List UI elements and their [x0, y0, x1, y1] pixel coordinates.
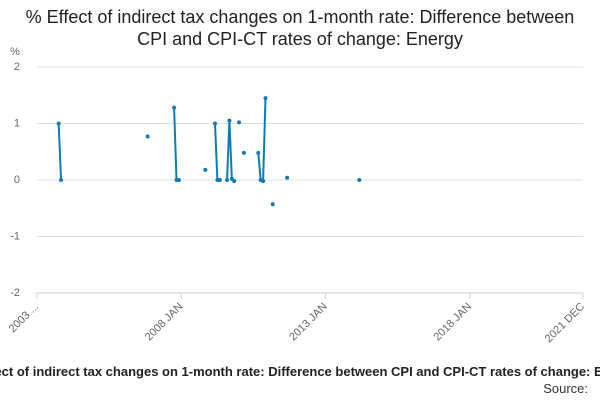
x-tick-label: 2013 JAN	[287, 301, 330, 344]
y-tick-label: 2	[14, 61, 20, 73]
data-point	[261, 179, 266, 184]
series-line	[213, 123, 220, 181]
data-point	[225, 178, 230, 182]
x-tick-label: 2021 DEC	[543, 301, 587, 345]
data-point	[145, 134, 150, 139]
y-tick-label: -1	[10, 230, 20, 242]
data-point	[237, 120, 242, 125]
footer-title: % Effect of indirect tax changes on 1-mo…	[0, 364, 600, 379]
data-point	[232, 179, 237, 184]
data-point	[172, 105, 177, 110]
data-point	[217, 178, 222, 182]
data-point	[56, 121, 61, 126]
data-point	[256, 150, 261, 155]
y-axis-label: %	[10, 46, 20, 58]
series-line	[57, 123, 63, 181]
data-point	[357, 178, 362, 182]
data-point	[241, 150, 246, 155]
footer-title-text: % Effect of indirect tax changes on 1-mo…	[0, 364, 600, 379]
data-point	[270, 202, 275, 207]
source: Source:	[543, 381, 588, 396]
y-tick-label: 1	[14, 117, 20, 129]
chart-title: % Effect of indirect tax changes on 1-mo…	[25, 7, 575, 49]
x-tick-label: 2018 JAN	[431, 301, 474, 344]
data-point	[212, 121, 217, 126]
data-point	[59, 178, 64, 182]
series-line	[257, 98, 267, 183]
x-tick-label: 2003 ...	[7, 301, 41, 335]
series-line	[226, 120, 235, 182]
data-point	[285, 175, 290, 180]
data-point	[203, 167, 208, 172]
y-tick-label: 0	[14, 174, 20, 186]
x-tick-label: 2008 JAN	[143, 301, 186, 344]
series-line	[173, 107, 179, 181]
data-point	[227, 118, 232, 123]
data-point	[176, 178, 181, 182]
y-tick-label: -2	[10, 287, 20, 299]
data-point	[263, 96, 268, 101]
